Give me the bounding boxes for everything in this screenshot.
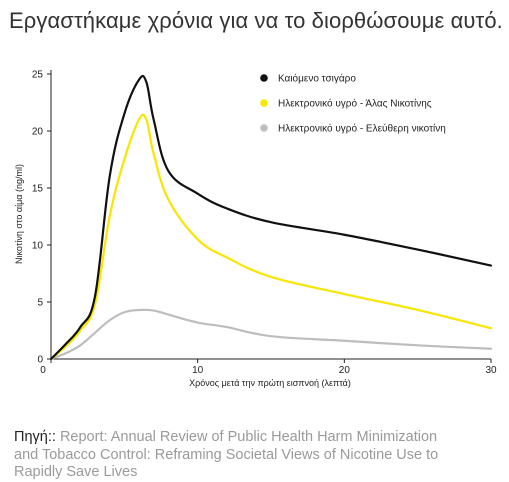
source-prefix: Πηγή:: [14, 429, 52, 445]
legend-marker-2: [260, 124, 268, 132]
series-line-1: [49, 113, 493, 361]
y-tick-label: 0: [37, 355, 43, 366]
x-tick-label: 0: [40, 365, 46, 376]
legend-marker-1: [260, 99, 268, 107]
page-headline: Εργαστήκαμε χρόνια για να το διορθώσουμε…: [9, 8, 503, 33]
legend-label-0: Καιόμενο τσιγάρο: [278, 73, 356, 85]
legend-marker-0: [260, 74, 268, 82]
y-tick-label: 5: [37, 298, 43, 309]
chart-ticks: 0 5 10 15 20 25 0 10 20 30: [32, 70, 497, 377]
y-tick-label: 20: [32, 127, 44, 138]
source-citation: Πηγή:: Report: Annual Review of Public H…: [14, 429, 454, 482]
y-tick-label: 25: [32, 70, 44, 81]
x-tick-label: 20: [339, 365, 351, 376]
x-axis-label: Χρόνος μετά την πρώτη εισπνοή (λεπτά): [189, 378, 351, 388]
chart-series-lines: [49, 74, 493, 361]
series-line-2: [49, 308, 493, 361]
x-tick-label: 30: [485, 365, 497, 376]
series-line-0: [49, 74, 493, 361]
y-tick-label: 10: [32, 241, 44, 252]
source-separator: :: [51, 429, 60, 445]
legend-label-2: Ηλεκτρονικό υγρό - Ελεύθερη νικοτίνη: [278, 123, 446, 135]
nicotine-blood-level-chart: 0 5 10 15 20 25 0 10 20 30 Καιόμενο τσιγάρο Ηλεκτρ…: [14, 70, 497, 389]
chart-legend: Καιόμενο τσιγάρο Ηλεκτρονικό υγρό - Άλας …: [260, 73, 446, 135]
legend-label-1: Ηλεκτρονικό υγρό - Άλας Νικοτίνης: [278, 98, 432, 110]
source-report-link[interactable]: Report: Annual Review of Public Health H…: [14, 429, 439, 480]
chart-axes: [50, 70, 491, 360]
x-tick-label: 10: [192, 365, 204, 376]
y-tick-label: 15: [32, 184, 44, 195]
y-axis-label: Νικοτίνη στο αίμα (ng/ml): [14, 164, 24, 264]
